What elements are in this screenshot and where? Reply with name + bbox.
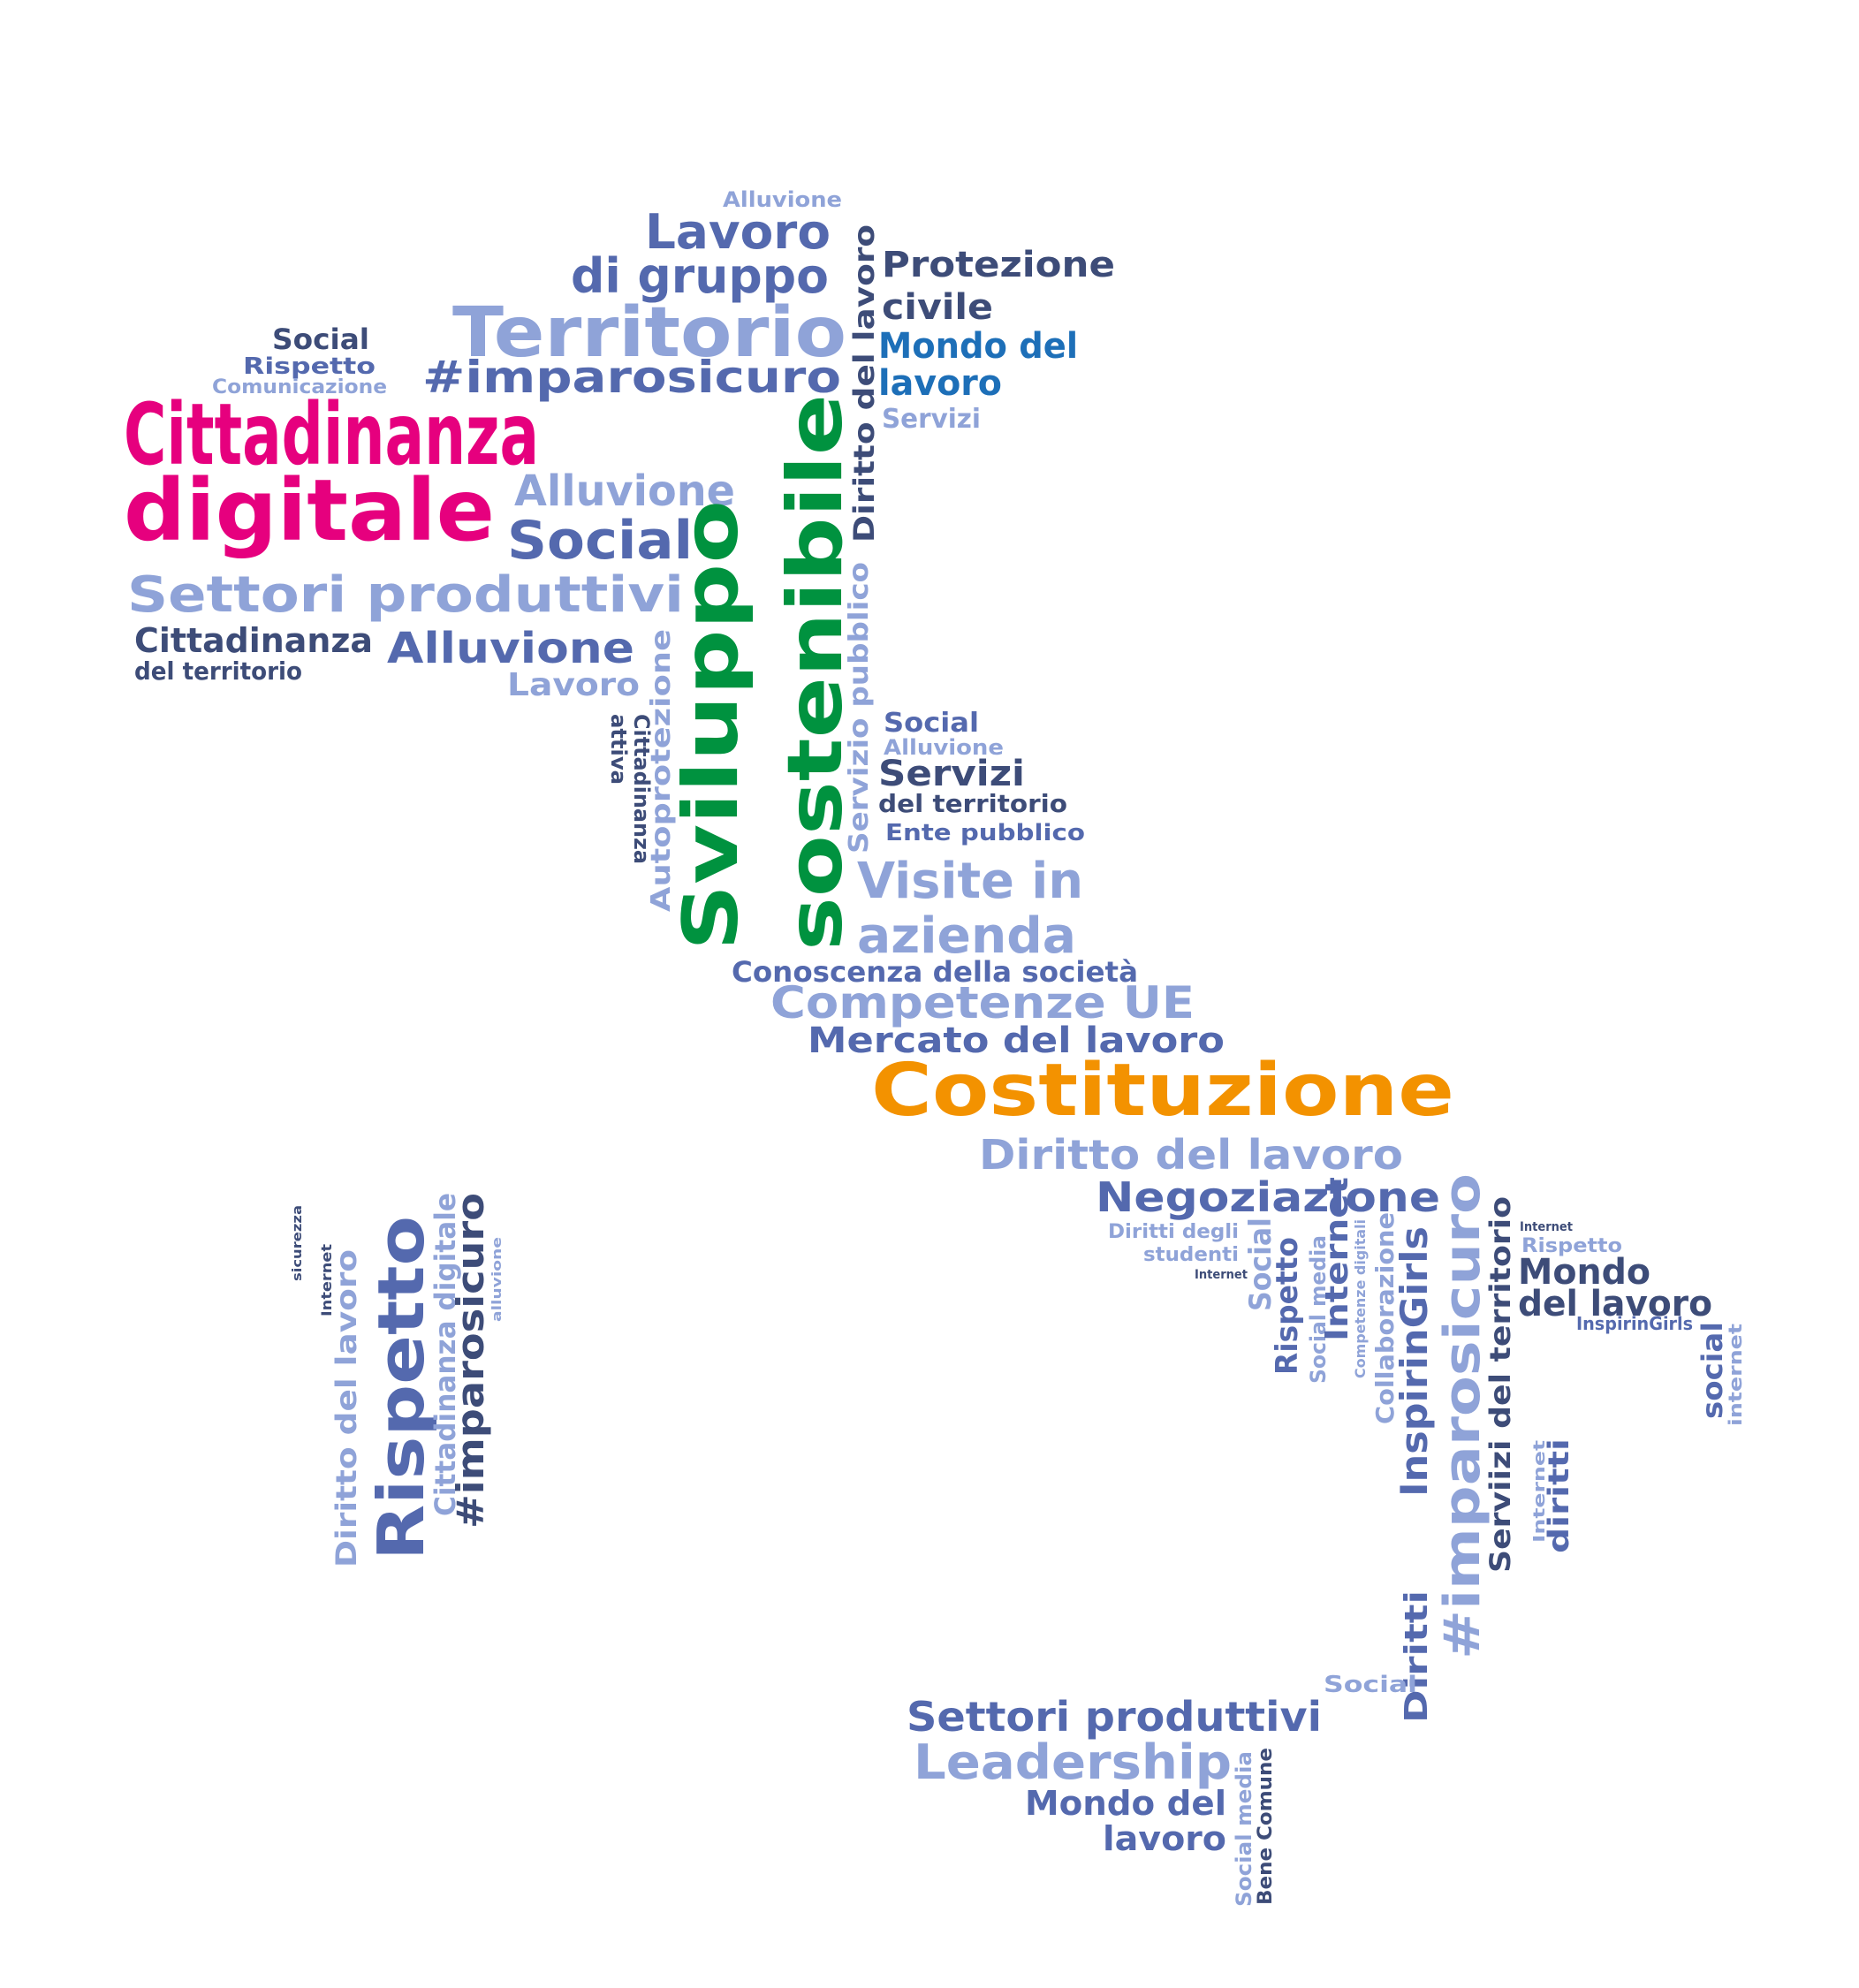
word-mercato-del-lavoro: Mercato del lavoro [808,1021,1225,1061]
word-negoziazione: Negoziazione [1096,1173,1440,1221]
word-social: social [1696,1322,1729,1419]
word-cittadinanza: Cittadinanza [629,714,654,864]
word-internet: Internet [1520,1220,1573,1234]
word-diritto-del-lavoro: Diritto del lavoro [979,1131,1403,1179]
word-conoscenza-della-societa: Conoscenza della società [732,955,1138,989]
word-del-territorio: del territorio [878,789,1067,818]
word-territorio: Territorio [452,293,846,373]
word-social: Social [884,708,979,739]
word-cittadinanza: Cittadinanza [124,385,539,484]
word-rispetto: Rispetto [364,1216,438,1560]
word-lavoro: Lavoro [507,667,640,703]
word-alluvione: Alluvione [884,735,1004,760]
word-civile: civile [882,287,993,328]
word-visite-in: Visite in [857,853,1083,910]
word-servizio-pubblico: Servizio pubblico [844,562,875,854]
word-digitale: digitale [124,461,495,560]
word-servizi: Servizi [878,754,1025,794]
word-social-media: Social media [1232,1751,1256,1907]
word-leadership: Leadership [914,1734,1232,1790]
word-sviluppo: Sviluppo [667,500,755,951]
word-imparosicuro: #imparosicuro [1434,1173,1491,1659]
word-attiva: attiva [606,714,631,785]
word-ente-pubblico: Ente pubblico [885,820,1085,846]
word-protezione: Protezione [882,245,1115,285]
word-competenze-digitali: Competenze digitali [1352,1219,1369,1378]
word-inspiringirls: InspirinGirls [1576,1313,1693,1334]
word-lavoro: lavoro [878,363,1002,404]
word-rispetto: Rispetto [243,353,376,380]
word-alluvione: Alluvione [514,467,735,516]
word-settori-produttivi: Settori produttivi [127,566,684,624]
word-costituzione: Costituzione [871,1049,1454,1133]
word-imparosicuro: #imparosicuro [449,1193,492,1529]
word-diritto-del-lavoro: Diritto del lavoro [330,1249,363,1567]
word-settori-produttivi: Settori produttivi [907,1693,1322,1741]
word-rispetto: Rispetto [1521,1235,1622,1257]
word-cittadinanza: Cittadinanza [134,621,373,660]
word-social: Social [507,510,693,572]
word-mondo-del: Mondo del [878,326,1078,367]
word-diritti: diritti [1542,1438,1575,1553]
word-del-lavoro: del lavoro [1518,1284,1712,1324]
word-comunicazione: Comunicazione [212,376,387,398]
word-azienda: azienda [857,907,1076,965]
word-diritti: Diritti [1399,1590,1435,1723]
word-internet: Internet [1195,1268,1248,1282]
word-competenze-ue: Competenze UE [770,977,1195,1028]
word-social: Social [272,322,369,356]
word-servizi: Servizi [882,404,981,435]
word-internet: Internet [1319,1177,1355,1341]
word-internet: internet [1725,1324,1746,1426]
word-studenti: studenti [1143,1244,1239,1266]
word-mondo-del: Mondo del [1025,1784,1226,1823]
word-inspiringirls: InspirinGirls [1392,1226,1436,1497]
word-imparosicuro: #imparosicuro [422,352,841,403]
word-alluvione: Alluvione [723,187,842,212]
word-diritti-degli: Diritti degli [1108,1221,1239,1243]
word-mondo: Mondo [1518,1252,1650,1293]
word-sicurezza: sicurezza [291,1205,305,1281]
word-sostenibile: sostenibile [771,394,860,952]
word-alluvione: Alluvione [387,624,634,673]
word-alluvione: alluvione [490,1237,505,1322]
word-lavoro: lavoro [1103,1819,1226,1858]
word-bene-comune: Bene Comune [1255,1748,1277,1905]
word-di-gruppo: di gruppo [571,248,829,304]
word-social: Social [1324,1672,1417,1698]
word-lavoro: Lavoro [645,204,831,260]
word-serviizi-del-territorio: Serviizi del territorio [1483,1196,1517,1573]
word-rispetto: Rispetto [1270,1237,1305,1375]
word-del-territorio: del territorio [134,656,302,686]
